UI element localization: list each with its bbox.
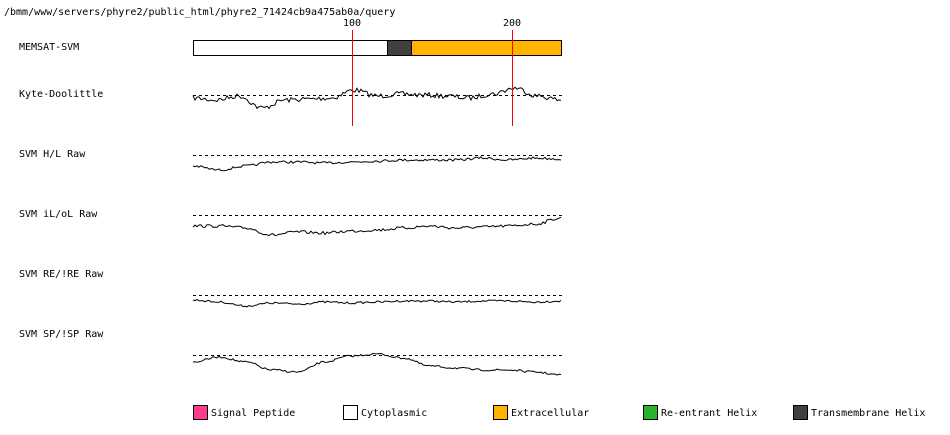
legend-swatch xyxy=(793,405,808,420)
legend-swatch xyxy=(343,405,358,420)
legend-label: Extracellular xyxy=(511,408,589,419)
extracellular-segment xyxy=(411,40,562,56)
row-label: SVM iL/oL Raw xyxy=(19,209,98,220)
scale-tick-label: 200 xyxy=(503,18,521,29)
trace-line xyxy=(192,216,562,237)
trace-line xyxy=(192,298,562,308)
scale-tick-label: 100 xyxy=(343,18,361,29)
row-label: MEMSAT-SVM xyxy=(19,42,79,53)
legend-swatch xyxy=(643,405,658,420)
legend-swatch xyxy=(493,405,508,420)
row-label: SVM RE/!RE Raw xyxy=(19,269,104,280)
legend-label: Re-entrant Helix xyxy=(661,408,757,419)
legend-label: Signal Peptide xyxy=(211,408,295,419)
row-label: Kyte-Doolittle xyxy=(19,89,103,100)
legend-label: Transmembrane Helix xyxy=(811,408,925,419)
file-path: /bmm/www/servers/phyre2/public_html/phyr… xyxy=(4,7,395,18)
transmembrane-segment xyxy=(387,40,412,56)
cytoplasmic-segment xyxy=(193,40,388,56)
trace-line xyxy=(192,156,562,172)
traces xyxy=(192,86,562,376)
trace-line xyxy=(192,86,562,110)
legend-swatch xyxy=(193,405,208,420)
row-label: SVM H/L Raw xyxy=(19,149,86,160)
legend-label: Cytoplasmic xyxy=(361,408,427,419)
row-label: SVM SP/!SP Raw xyxy=(19,329,104,340)
trace-line xyxy=(192,352,562,376)
